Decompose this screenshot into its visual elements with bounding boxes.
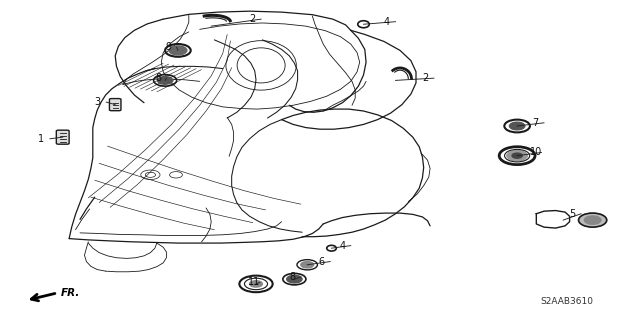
Circle shape [169,46,187,55]
FancyBboxPatch shape [109,99,121,111]
Circle shape [579,213,607,227]
Circle shape [287,275,302,283]
Text: 8: 8 [289,272,296,282]
Text: 4: 4 [384,17,390,27]
Circle shape [512,153,522,158]
Circle shape [507,151,527,161]
Text: 3: 3 [95,97,101,107]
Text: S2AAB3610: S2AAB3610 [541,297,594,306]
Text: 4: 4 [339,241,346,251]
Text: 9: 9 [165,42,172,52]
Text: 11: 11 [248,277,260,287]
Text: 1: 1 [38,134,45,144]
Text: 6: 6 [319,256,325,267]
Circle shape [584,216,601,224]
Circle shape [301,262,314,268]
Circle shape [157,77,173,84]
Text: 2: 2 [422,73,429,83]
Text: 5: 5 [570,209,576,219]
Circle shape [509,122,525,130]
Circle shape [250,281,262,287]
Text: FR.: FR. [61,288,80,299]
Text: 7: 7 [532,118,539,128]
Text: 8: 8 [155,73,161,83]
Text: 2: 2 [250,14,256,24]
Text: 10: 10 [530,147,542,158]
FancyBboxPatch shape [56,130,69,144]
